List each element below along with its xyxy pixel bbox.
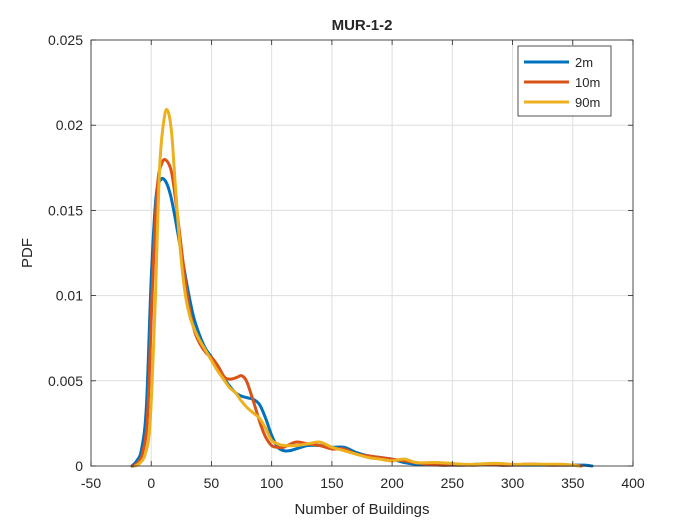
x-tick-label: 150 xyxy=(320,475,344,491)
chart-title: MUR-1-2 xyxy=(332,17,393,34)
y-tick-label: 0.01 xyxy=(56,288,83,304)
legend-label-2m: 2m xyxy=(575,55,593,70)
x-tick-label: 250 xyxy=(441,475,465,491)
y-axis-label: PDF xyxy=(19,238,36,268)
x-axis-label: Number of Buildings xyxy=(294,501,429,518)
y-tick-label: 0.015 xyxy=(48,202,83,218)
x-tick-label: 100 xyxy=(260,475,284,491)
y-tick-label: 0.005 xyxy=(48,373,83,389)
y-tick-label: 0.02 xyxy=(56,117,83,133)
legend-label-10m: 10m xyxy=(575,75,600,90)
x-tick-label: 0 xyxy=(147,475,155,491)
legend-label-90m: 90m xyxy=(575,95,600,110)
legend: 2m 10m 90m xyxy=(517,45,612,117)
x-tick-label: 350 xyxy=(561,475,585,491)
x-tick-label: 400 xyxy=(621,475,645,491)
x-tick-label: 300 xyxy=(501,475,525,491)
series-layer xyxy=(130,107,594,468)
x-tick-label: 50 xyxy=(204,475,220,491)
series-line-90m xyxy=(134,107,581,468)
tick-labels: -50 0 50 100 150 200 250 300 350 40000.0050.010.0… xyxy=(48,32,645,491)
y-tick-label: 0 xyxy=(75,458,83,474)
y-tick-label: 0.025 xyxy=(48,32,83,48)
x-tick-label: -50 xyxy=(81,475,101,491)
axes-box xyxy=(90,39,634,467)
x-tick-label: 200 xyxy=(380,475,404,491)
ticks xyxy=(90,39,634,467)
